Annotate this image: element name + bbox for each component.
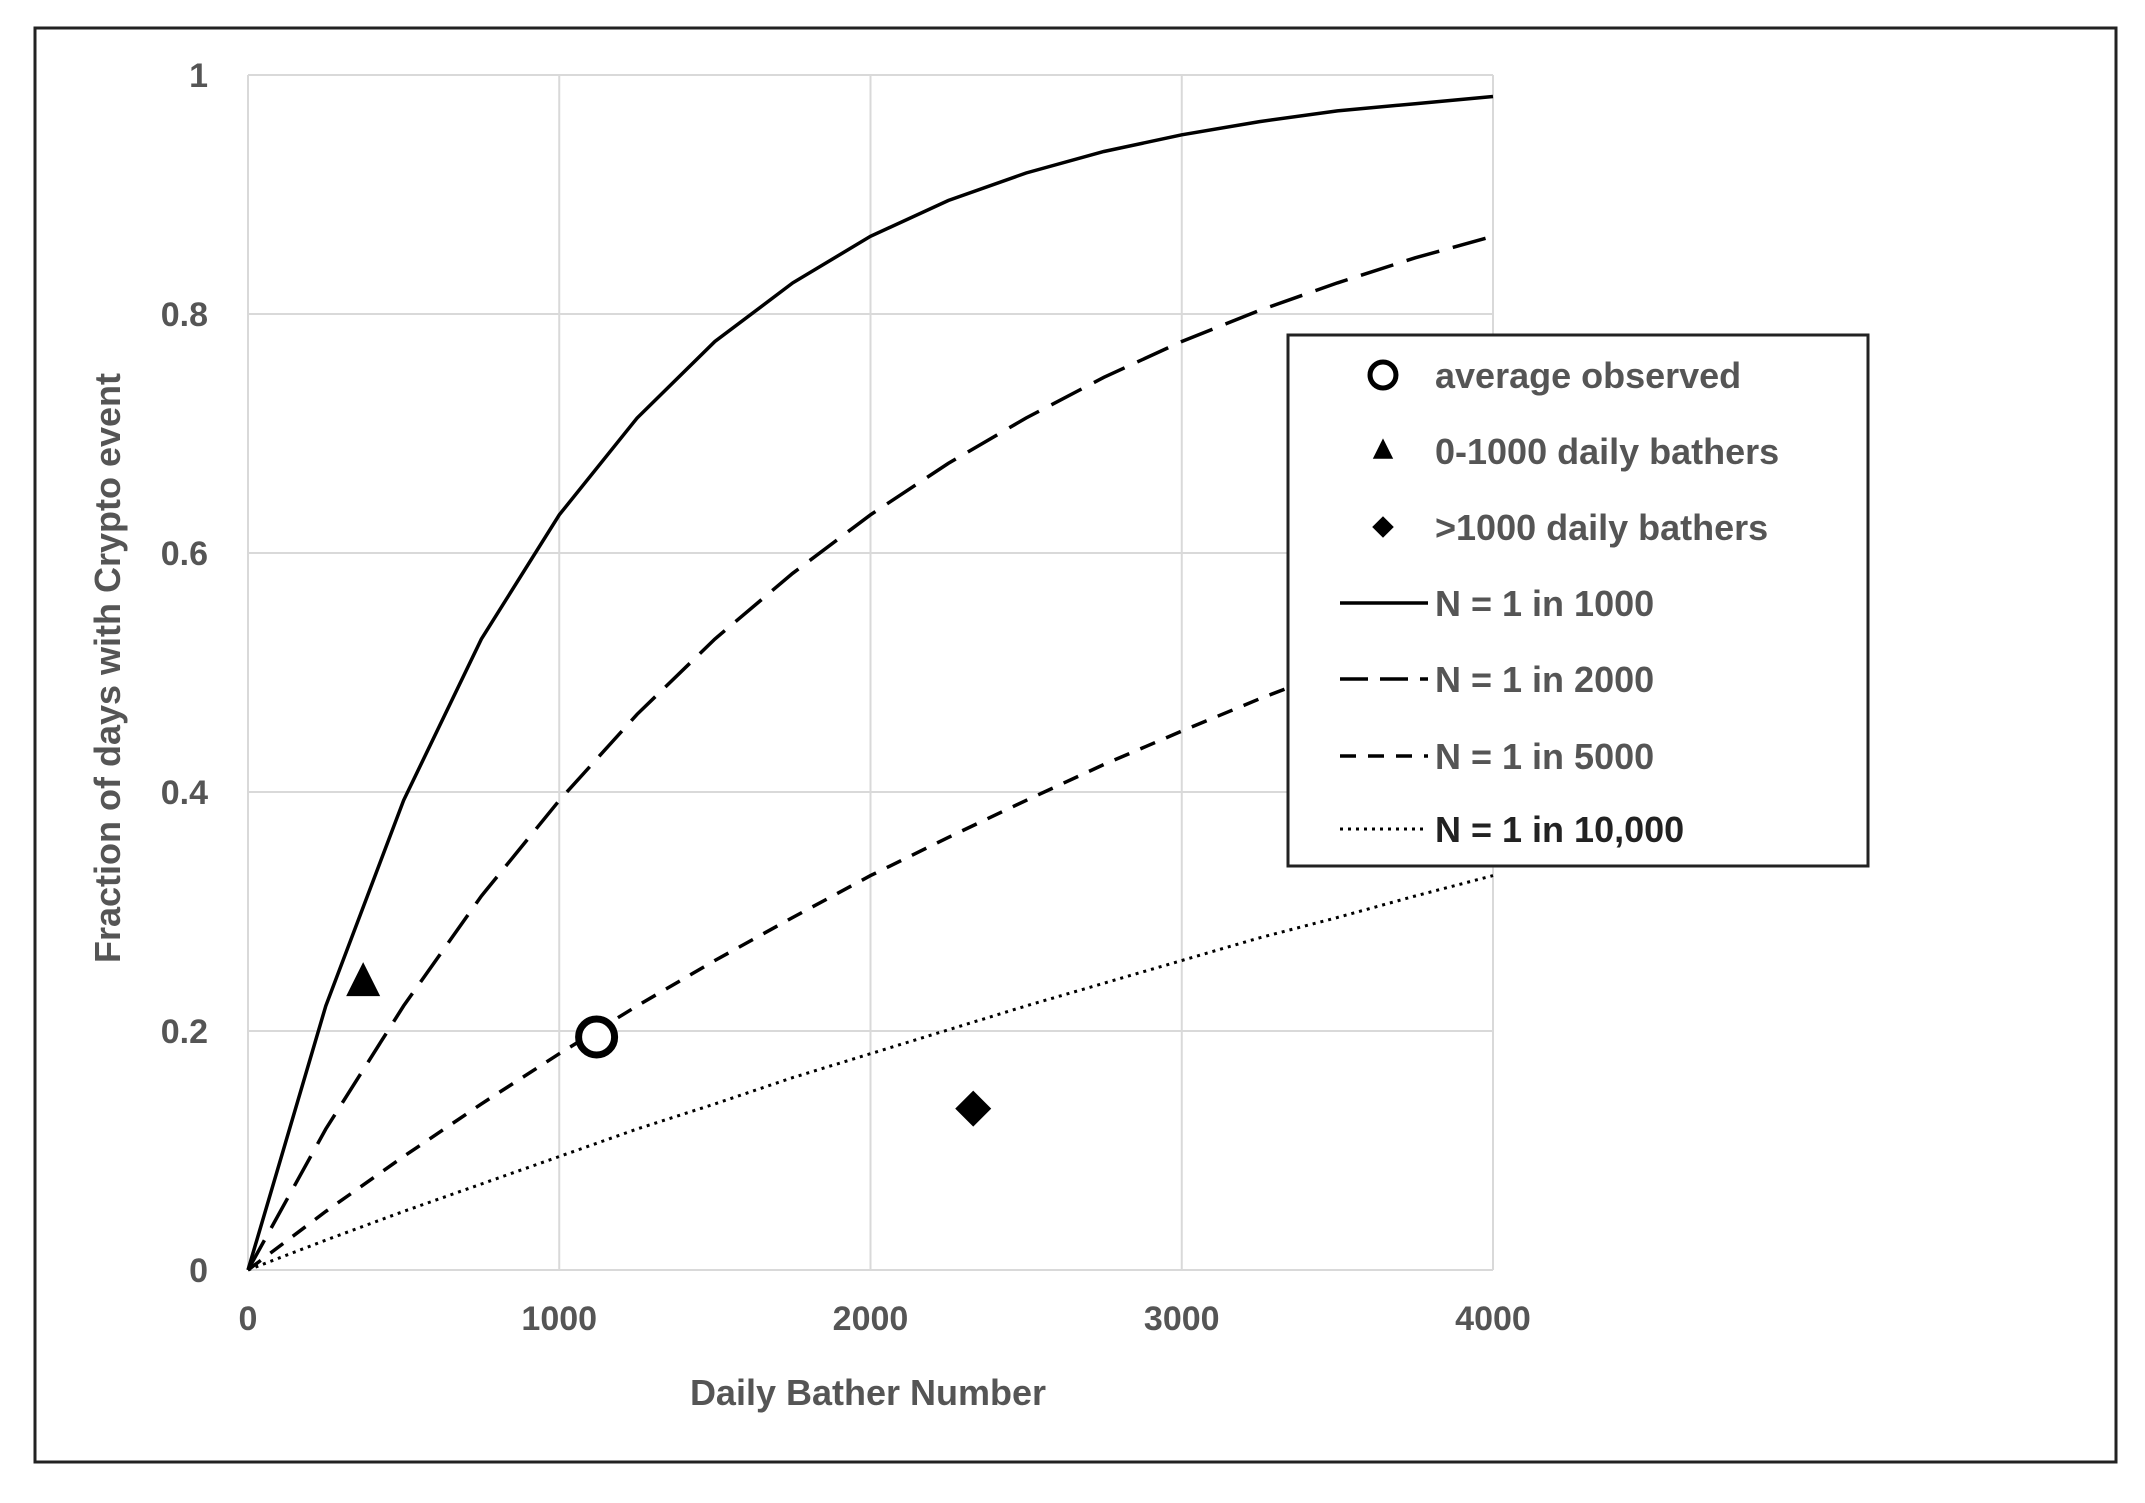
legend-swatch-0-1000-daily-bathers [1372,438,1394,459]
legend-label: N = 1 in 2000 [1435,659,1654,700]
y-tick-label: 0 [189,1252,208,1290]
x-tick-label: 4000 [1455,1300,1531,1338]
legend-label: average observed [1435,355,1741,396]
x-tick-label: 2000 [833,1300,909,1338]
y-tick-label: 0.6 [161,535,208,573]
data-point-1000-daily-bathers [955,1090,992,1127]
series-line-n-1-in-5000 [246,609,1494,1272]
legend-swatch-average-observed [1367,359,1399,391]
y-tick-label: 0.2 [161,1013,208,1051]
series-layer [246,94,1494,1272]
series-line-n-1-in-1000 [246,94,1494,1271]
x-axis-title: Daily Bather Number [690,1372,1046,1413]
y-tick-label: 0.8 [161,296,208,334]
y-tick-label: 0.4 [161,774,208,812]
legend-box [1286,333,1870,868]
legend-label: N = 1 in 10,000 [1435,809,1684,850]
legend-swatch-1000-daily-bathers [1372,516,1394,538]
points-layer [346,962,992,1127]
legend-label: N = 1 in 5000 [1435,736,1654,777]
axis-label-layer: 0 1000 2000 3000 4000 0 0.2 0.4 0.6 0.8 1 [161,57,1531,1338]
data-point-average-observed [575,1015,619,1059]
legend-label: N = 1 in 1000 [1435,583,1654,624]
grid-layer [247,74,1494,1271]
legend-label: >1000 daily bathers [1435,507,1768,548]
x-tick-label: 1000 [521,1300,597,1338]
legend-items: average observed 0-1000 daily bathers >100… [1340,355,1779,850]
y-axis-title: Fraction of days with Crypto event [87,373,128,963]
y-tick-label: 1 [189,57,208,95]
x-tick-label: 3000 [1144,1300,1220,1338]
x-tick-label: 0 [239,1300,258,1338]
legend: average observed 0-1000 daily bathers >100… [1286,333,1870,868]
data-point-0-1000-daily-bathers [346,962,381,997]
series-line-n-1-in-2000 [246,234,1494,1271]
legend-label: 0-1000 daily bathers [1435,431,1779,472]
